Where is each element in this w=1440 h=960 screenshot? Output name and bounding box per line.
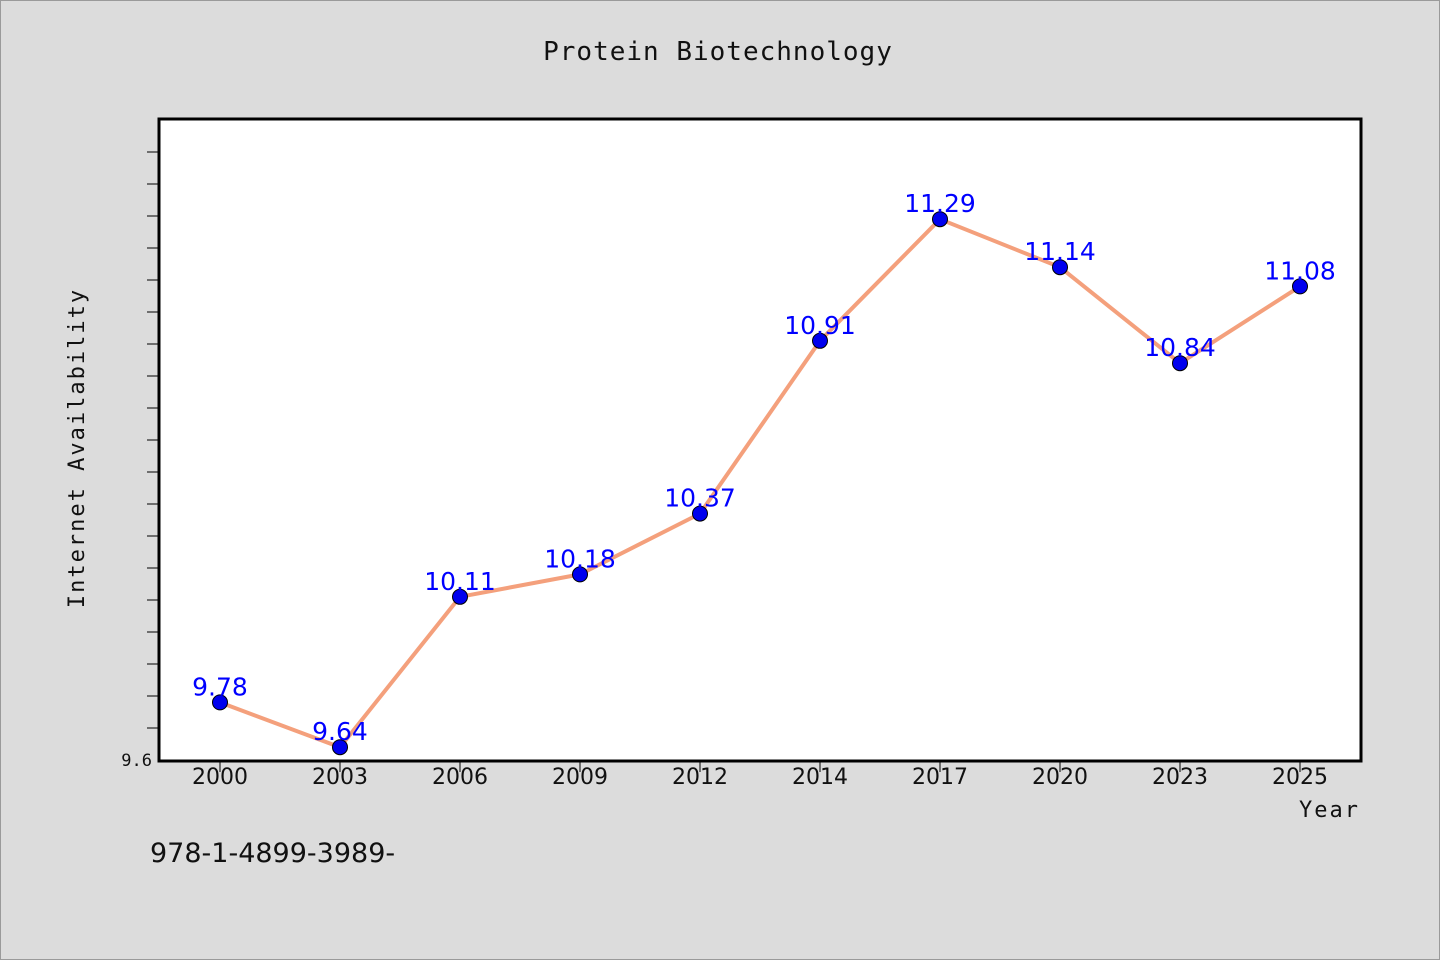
x-tick-label: 2003 <box>312 765 368 790</box>
data-label: 9.78 <box>192 672 248 701</box>
data-label: 9.64 <box>312 717 368 746</box>
data-point <box>692 505 708 522</box>
data-point <box>452 588 468 605</box>
data-labels: 9.78 9.64 10.11 10.18 10.37 10.91 11.29 11.14 10… <box>192 189 1336 746</box>
y-axis-label: Internet Availability <box>65 288 90 608</box>
data-point <box>1172 355 1188 372</box>
data-point <box>1292 278 1308 295</box>
data-point <box>812 332 828 349</box>
y-tick-label: 9.6 <box>121 751 152 771</box>
data-label: 10.18 <box>544 544 616 573</box>
series-layer <box>212 211 1308 756</box>
data-point <box>932 211 948 228</box>
chart-title: Protein Biotechnology <box>543 37 893 67</box>
data-point <box>1052 259 1068 276</box>
x-tick-label: 2023 <box>1152 765 1208 790</box>
x-tick-label: 2014 <box>792 765 848 790</box>
series-line <box>218 217 1302 750</box>
data-label: 10.91 <box>784 311 856 340</box>
x-axis-ticks: 2000 2003 2006 2009 2012 2014 2017 2020 2023 2025 <box>192 761 1328 790</box>
x-tick-label: 2000 <box>192 765 248 790</box>
footer-isbn: 978-1-4899-3989- <box>150 838 395 869</box>
x-tick-label: 2017 <box>912 765 968 790</box>
x-axis-label: Year <box>1299 798 1360 823</box>
data-label: 10.37 <box>664 484 736 513</box>
x-tick-label: 2012 <box>672 765 728 790</box>
data-label: 11.14 <box>1024 237 1096 266</box>
data-label: 11.29 <box>904 189 976 218</box>
x-tick-label: 2020 <box>1032 765 1088 790</box>
x-tick-label: 2025 <box>1272 765 1328 790</box>
x-tick-label: 2006 <box>432 765 488 790</box>
data-point <box>572 566 588 583</box>
x-tick-label: 2009 <box>552 765 608 790</box>
data-label: 10.11 <box>424 567 496 596</box>
data-point <box>332 739 348 756</box>
data-point <box>212 694 228 711</box>
plot-area <box>157 117 1363 763</box>
y-axis-ticks: 9.6 <box>121 151 159 771</box>
data-label: 11.08 <box>1264 256 1336 285</box>
data-label: 10.84 <box>1144 333 1216 362</box>
